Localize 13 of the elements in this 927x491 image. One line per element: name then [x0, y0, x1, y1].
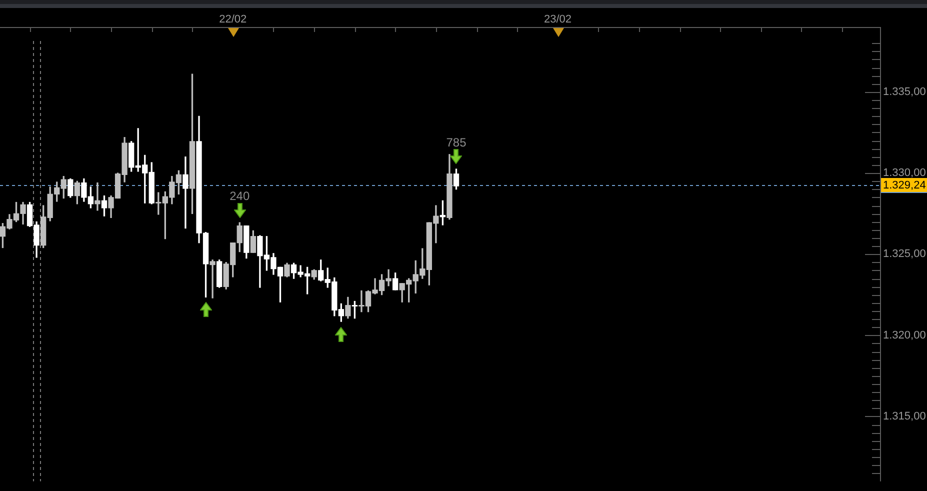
y-tick-label: 1.335,00: [883, 86, 926, 98]
candlestick: [182, 156, 188, 229]
candlestick: [94, 182, 100, 211]
y-tick-label: 1.315,00: [883, 410, 926, 423]
annotation: 240: [230, 188, 250, 203]
y-tick-label: 1.330,00: [883, 167, 926, 180]
candlestick: [210, 260, 216, 298]
x-tick-label: 23/02: [544, 13, 572, 26]
ref-line-label: 1.329,24: [883, 180, 926, 192]
annotation: 785: [446, 135, 467, 150]
y-tick-label: 1.325,00: [883, 248, 926, 260]
y-tick-label: 1.320,00: [883, 329, 926, 342]
x-tick-label: 22/02: [219, 13, 247, 26]
